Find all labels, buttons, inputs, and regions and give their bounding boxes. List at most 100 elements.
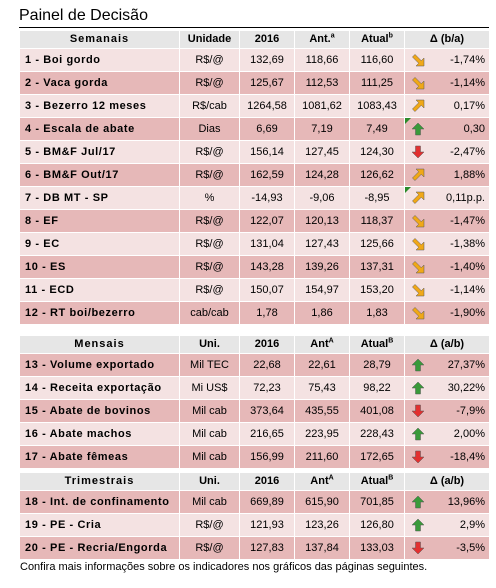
arrow-up-right-icon [411,191,425,205]
section-header-label-text: Semanais [69,33,130,45]
row-delta: -1,47% [404,209,490,233]
header-atual: AtualB [349,335,405,354]
header-atual-superscript: B [388,474,394,482]
table-row: 14 - Receita exportação Mi US$ 72,23 75,43 9… [19,376,490,400]
row-unit: Mil cab [179,445,240,469]
row-label: 8 - EF [19,209,180,233]
row-atual-value: 7,49 [349,117,405,141]
row-ant-value: 615,90 [294,490,350,514]
row-delta: 0,11p.p. [404,186,490,210]
row-unit: R$/@ [179,209,240,233]
row-delta-value: -2,47% [450,146,485,158]
row-2016-value: 143,28 [239,255,295,279]
row-ant-value: 22,61 [294,353,350,377]
arrow-down-icon [411,541,425,555]
row-ant-value: 118,66 [294,48,350,72]
row-2016-value: 131,04 [239,232,295,256]
row-2016-value: 121,93 [239,513,295,537]
row-unit: R$/cab [179,94,240,118]
row-ant-value: 112,53 [294,71,350,95]
row-ant-value: 223,95 [294,422,350,446]
row-ant-value: 123,26 [294,513,350,537]
row-delta-value: 0,11p.p. [446,192,485,204]
arrow-down-right-icon [411,214,425,228]
row-ant-value: 154,97 [294,278,350,302]
row-label: 11 - ECD [19,278,180,302]
header-unit-text: Unidade [187,33,232,45]
row-ant-value: 127,43 [294,232,350,256]
header-atual: AtualB [349,472,405,491]
header-2016: 2016 [239,335,295,354]
row-delta: -18,4% [404,445,490,469]
header-delta: Δ (a/b) [404,472,490,491]
row-unit: R$/@ [179,255,240,279]
row-delta-value: 27,37% [447,359,485,371]
page-title: Painel de Decisão [19,7,148,24]
footnote: Confira mais informações sobre os indica… [20,561,428,573]
row-delta: 0,30 [404,117,490,141]
row-label: 14 - Receita exportação [19,376,180,400]
row-delta-value: -18,4% [450,451,485,463]
table-row: 1 - Boi gordo R$/@ 132,69 118,66 116,60 -1,74… [19,48,490,72]
row-atual-value: 137,31 [349,255,405,279]
row-2016-value: 150,07 [239,278,295,302]
section-header: Mensais Uni. 2016 AntA AtualB Δ (a/b) [19,335,490,354]
table-row: 4 - Escala de abate Dias 6,69 7,19 7,49 0,30 [19,117,490,141]
row-2016-value: 125,67 [239,71,295,95]
row-delta: 2,9% [404,513,490,537]
row-atual-value: 125,66 [349,232,405,256]
row-atual-value: 228,43 [349,422,405,446]
arrow-down-right-icon [411,76,425,90]
row-delta: -1,14% [404,278,490,302]
table-row: 7 - DB MT - SP% -14,93 -9,06 -8,95 0,11p.p. [19,186,490,210]
row-unit: Mil cab [179,399,240,423]
row-delta-value: -1,47% [450,215,485,227]
row-label: 17 - Abate fêmeas [19,445,180,469]
row-atual-value: 133,03 [349,536,405,560]
row-ant-value: -9,06 [294,186,350,210]
row-unit: Mi US$ [179,376,240,400]
header-ant: Ant.a [294,30,350,49]
table-row: 3 - Bezerro 12 meses R$/cab 1264,58 1081,62… [19,94,490,118]
row-label: 3 - Bezerro 12 meses [19,94,180,118]
table-row: 11 - ECD R$/@ 150,07 154,97 153,20 -1,14% [19,278,490,302]
row-delta-value: -1,90% [450,307,485,319]
comment-marker-icon [405,187,411,193]
arrow-up-icon [411,122,425,136]
section-header: Trimestrais Uni. 2016 AntA AtualB Δ (a/b) [19,472,490,491]
row-delta-value: 0,30 [463,123,485,135]
row-delta-value: 30,22% [447,382,485,394]
row-unit: R$/@ [179,48,240,72]
row-atual-value: 111,25 [349,71,405,95]
header-unit: Uni. [179,472,240,491]
row-label: 9 - EC [19,232,180,256]
arrow-down-icon [411,404,425,418]
arrow-down-right-icon [411,306,425,320]
row-label: 10 - ES [19,255,180,279]
header-2016-text: 2016 [254,475,280,487]
row-atual-value: 1083,43 [349,94,405,118]
row-ant-value: 1081,62 [294,94,350,118]
section-table-1: Mensais Uni. 2016 AntA AtualB Δ (a/b) 13 - Vol… [19,335,490,469]
row-delta-value: -1,74% [450,54,485,66]
arrow-up-icon [411,381,425,395]
row-2016-value: 122,07 [239,209,295,233]
row-delta-value: -1,14% [450,284,485,296]
row-delta-value: 2,9% [459,519,485,531]
table-row: 18 - Int. de confinamento Mil cab 669,89 61… [19,490,490,514]
row-unit: Dias [179,117,240,141]
header-ant: AntA [294,472,350,491]
arrow-up-right-icon [411,99,425,113]
row-delta: -3,5% [404,536,490,560]
row-unit: R$/@ [179,163,240,187]
row-delta: -2,47% [404,140,490,164]
row-delta: 30,22% [404,376,490,400]
arrow-down-right-icon [411,283,425,297]
row-delta-value: 1,88% [453,169,485,181]
row-2016-value: 22,68 [239,353,295,377]
row-unit: % [179,186,240,210]
row-2016-value: 1,78 [239,301,295,325]
row-atual-value: 118,37 [349,209,405,233]
table-row: 9 - EC R$/@ 131,04 127,43 125,66 -1,38% [19,232,490,256]
header-ant-superscript: A [328,337,334,345]
